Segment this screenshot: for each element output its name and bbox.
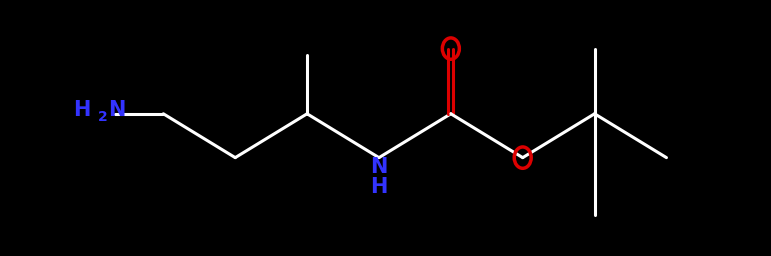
Text: N: N [109,100,126,120]
Text: H: H [72,100,90,120]
Text: 2: 2 [98,110,108,124]
Text: H: H [370,177,388,197]
Text: N: N [370,157,388,177]
